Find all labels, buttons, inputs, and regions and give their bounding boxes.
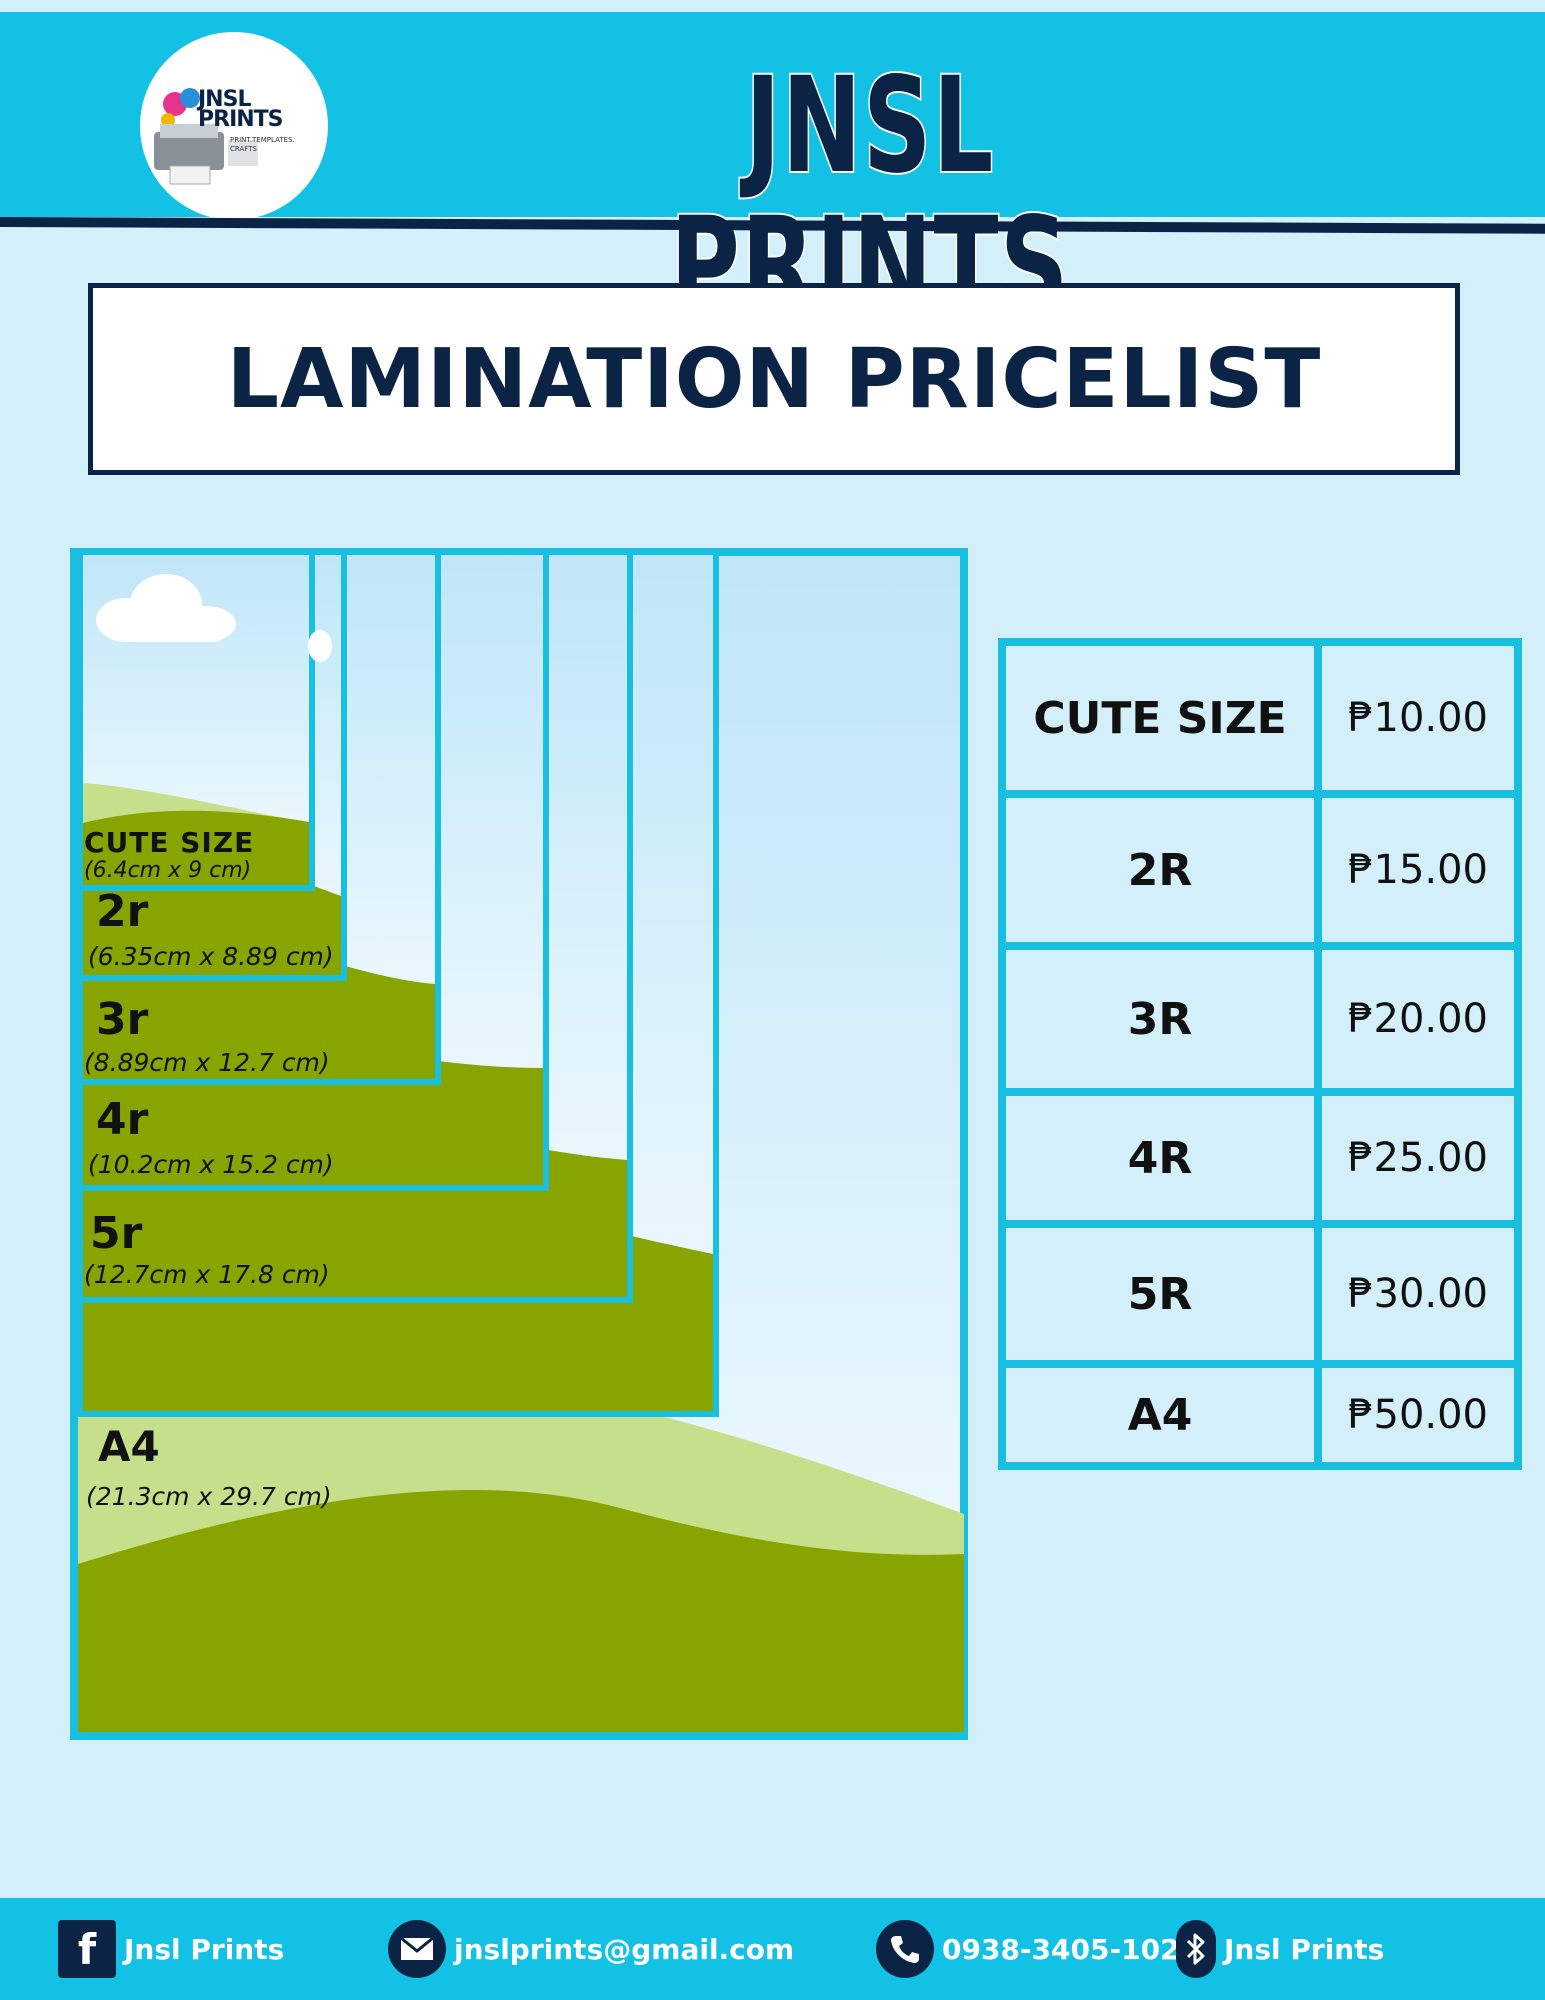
- size-label-2r: 2r: [96, 886, 149, 937]
- printer-logo-icon: [154, 88, 258, 185]
- email-label: jnslprints@gmail.com: [454, 1932, 795, 1966]
- size-dims-3r: (8.89cm x 12.7 cm): [84, 1048, 330, 1077]
- size-label-5r: 5r: [90, 1208, 143, 1259]
- price-cell: ₱20.00: [1314, 942, 1522, 1096]
- price-cell: ₱25.00: [1314, 1088, 1522, 1228]
- brand-logo: JNSL PRINTS PRINT.TEMPLATES. CRAFTS: [140, 32, 328, 220]
- table-row: 3R ₱20.00: [997, 942, 1522, 1096]
- a4-grass: [78, 1489, 964, 1732]
- price-cell: ₱15.00: [1314, 790, 1522, 950]
- size-cell: CUTE SIZE: [997, 638, 1323, 798]
- price-cell: ₱30.00: [1314, 1220, 1522, 1368]
- size-cell: 3R: [997, 942, 1323, 1096]
- top-strip: [0, 0, 1545, 12]
- email-icon: [388, 1920, 446, 1978]
- landscape-illustration: [70, 548, 968, 1740]
- logo-tagline: PRINT.TEMPLATES. CRAFTS: [230, 136, 295, 153]
- size-dims-cute: (6.4cm x 9 cm): [84, 858, 252, 883]
- phone-link[interactable]: 0938-3405-102: [876, 1898, 1180, 2000]
- footer-bar: f Jnsl Prints jnslprints@gmail.com 0938-…: [0, 1898, 1545, 2000]
- size-label-cute: CUTE SIZE: [84, 826, 255, 859]
- brand-title: JNSL PRINTS: [669, 49, 1070, 343]
- facebook-icon: f: [58, 1920, 116, 1978]
- size-cell: A4: [997, 1360, 1323, 1470]
- email-link[interactable]: jnslprints@gmail.com: [388, 1898, 794, 2000]
- size-cell: 2R: [997, 790, 1323, 950]
- title-box: LAMINATION PRICELIST: [88, 283, 1460, 475]
- header-banner: JNSL PRINTS PRINT.TEMPLATES. CRAFTS JNSL…: [0, 12, 1545, 343]
- table-row: 5R ₱30.00: [997, 1220, 1522, 1368]
- table-row: A4 ₱50.00: [997, 1360, 1522, 1470]
- bluetooth-link[interactable]: Jnsl Prints: [1176, 1898, 1384, 2000]
- size-comparison-diagram: CUTE SIZE (6.4cm x 9 cm) 2r (6.35cm x 8.…: [70, 548, 968, 1740]
- cloud-icon: [96, 574, 332, 662]
- size-dims-5r: (12.7cm x 17.8 cm): [84, 1260, 330, 1289]
- phone-icon: [876, 1920, 934, 1978]
- size-label-4r: 4r: [96, 1094, 149, 1145]
- facebook-link[interactable]: f Jnsl Prints: [58, 1898, 284, 2000]
- size-dims-4r: (10.2cm x 15.2 cm): [88, 1150, 334, 1179]
- price-cell: ₱10.00: [1314, 638, 1522, 798]
- logo-name: JNSL PRINTS: [198, 87, 284, 132]
- price-cell: ₱50.00: [1314, 1360, 1522, 1470]
- size-dims-2r: (6.35cm x 8.89 cm): [88, 942, 334, 971]
- facebook-label: Jnsl Prints: [124, 1932, 285, 1966]
- table-row: 4R ₱25.00: [997, 1088, 1522, 1228]
- bluetooth-icon: [1176, 1920, 1216, 1978]
- price-table: CUTE SIZE ₱10.00 2R ₱15.00 3R ₱20.00 4R …: [997, 638, 1522, 1470]
- size-cell: 5R: [997, 1220, 1323, 1368]
- phone-label: 0938-3405-102: [942, 1932, 1180, 1966]
- table-row: 2R ₱15.00: [997, 790, 1522, 950]
- table-row: CUTE SIZE ₱10.00: [997, 638, 1522, 798]
- size-dims-a4: (21.3cm x 29.7 cm): [86, 1482, 332, 1511]
- cute-grass: [83, 810, 309, 885]
- bluetooth-label: Jnsl Prints: [1224, 1932, 1385, 1966]
- size-cell: 4R: [997, 1088, 1323, 1228]
- size-label-3r: 3r: [96, 994, 149, 1045]
- size-label-a4: A4: [98, 1422, 160, 1471]
- page-title: LAMINATION PRICELIST: [226, 331, 1322, 427]
